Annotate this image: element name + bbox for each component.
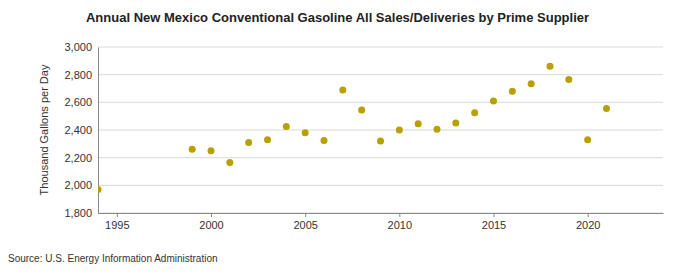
point: [603, 105, 610, 112]
x-tick-label: 2000: [199, 219, 223, 231]
point: [339, 86, 346, 93]
point: [98, 186, 102, 193]
point: [528, 80, 535, 87]
y-tick-label: 2,600: [64, 96, 92, 108]
point: [377, 138, 384, 145]
x-tick: 2000: [199, 213, 223, 231]
x-tick: 2010: [388, 213, 412, 231]
point: [302, 129, 309, 136]
y-tick: 2,200: [64, 152, 98, 164]
x-tick-label: 1995: [105, 219, 129, 231]
x-tick-label: 2005: [293, 219, 317, 231]
chart: 1,800 2,000 2,200 2,400 2,600 2,800 3,000 1995 2…: [0, 0, 675, 275]
y-tick-label: 2,000: [64, 179, 92, 191]
point: [584, 136, 591, 143]
x-tick-mark: [211, 213, 212, 217]
x-axis: 1995 2000 2005 2010 2015 2020: [99, 213, 664, 231]
y-tick: 3,000: [64, 41, 98, 53]
x-tick-mark: [494, 213, 495, 217]
grid-line: [98, 213, 663, 214]
y-axis-title: Thousand Gallons per Day: [38, 64, 50, 195]
grid-line: [98, 157, 663, 158]
point: [509, 88, 516, 95]
point: [226, 159, 233, 166]
point: [565, 76, 572, 83]
point: [396, 127, 403, 134]
y-axis: 1,800 2,000 2,200 2,400 2,600 2,800 3,000: [64, 41, 98, 219]
y-tick: 2,000: [64, 179, 98, 191]
point: [264, 136, 271, 143]
source: Source: U.S. Energy Information Administ…: [8, 253, 218, 264]
point: [358, 106, 365, 113]
x-tick: 2020: [576, 213, 600, 231]
point: [471, 109, 478, 116]
x-tick-mark: [117, 213, 118, 217]
y-tick: 2,400: [64, 124, 98, 136]
y-tick: 2,800: [64, 69, 98, 81]
x-tick-label: 2015: [482, 219, 506, 231]
y-tick-label: 2,800: [64, 69, 92, 81]
y-tick-label: 2,200: [64, 152, 92, 164]
x-tick-mark: [305, 213, 306, 217]
point: [189, 146, 196, 153]
point: [547, 63, 554, 70]
grid: [98, 47, 663, 213]
grid-line: [98, 74, 663, 75]
point: [321, 137, 328, 144]
point: [452, 120, 459, 127]
point: [245, 139, 252, 146]
y-tick-label: 3,000: [64, 41, 92, 53]
point: [490, 97, 497, 104]
point: [283, 123, 290, 130]
x-tick-label: 2020: [576, 219, 600, 231]
x-tick-mark: [399, 213, 400, 217]
grid-line: [98, 130, 663, 131]
grid-line: [98, 47, 663, 48]
point: [415, 120, 422, 127]
x-tick-mark: [588, 213, 589, 217]
y-tick: 1,800: [64, 207, 98, 219]
x-tick: 2005: [293, 213, 317, 231]
y-tick: 2,600: [64, 96, 98, 108]
x-tick-label: 2010: [388, 219, 412, 231]
y-tick-label: 1,800: [64, 207, 92, 219]
x-tick: 1995: [105, 213, 129, 231]
grid-line: [98, 185, 663, 186]
title: Annual New Mexico Conventional Gasoline …: [86, 10, 589, 25]
grid-line: [98, 102, 663, 103]
point: [434, 126, 441, 133]
y-tick-label: 2,400: [64, 124, 92, 136]
points: [98, 63, 610, 193]
x-axis-line: [99, 213, 664, 214]
point: [208, 147, 215, 154]
x-tick: 2015: [482, 213, 506, 231]
